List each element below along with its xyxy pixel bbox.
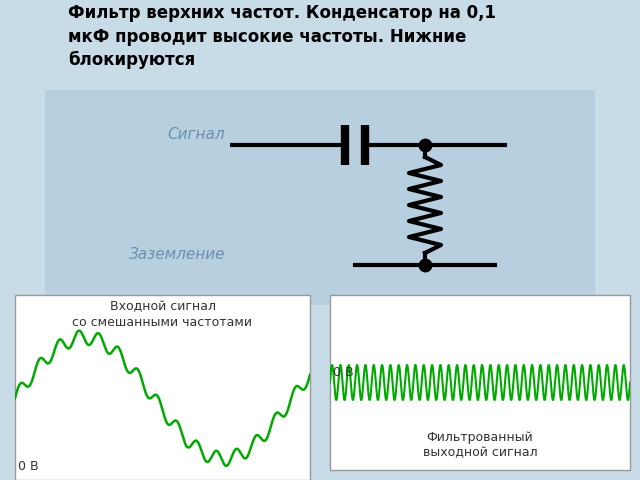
- Text: Фильтрованный
выходной сигнал: Фильтрованный выходной сигнал: [422, 432, 538, 459]
- Text: 0 В: 0 В: [18, 460, 38, 473]
- FancyBboxPatch shape: [15, 295, 310, 480]
- FancyBboxPatch shape: [330, 295, 630, 470]
- Text: Заземление: Заземление: [129, 247, 225, 262]
- Text: Сигнал: Сигнал: [168, 127, 225, 142]
- Text: 0 В: 0 В: [333, 365, 354, 379]
- Text: Входной сигнал
со смешанными частотами: Входной сигнал со смешанными частотами: [72, 300, 253, 328]
- FancyBboxPatch shape: [45, 90, 595, 305]
- Text: Фильтр верхних частот. Конденсатор на 0,1
мкФ проводит высокие частоты. Нижние
б: Фильтр верхних частот. Конденсатор на 0,…: [68, 4, 496, 70]
